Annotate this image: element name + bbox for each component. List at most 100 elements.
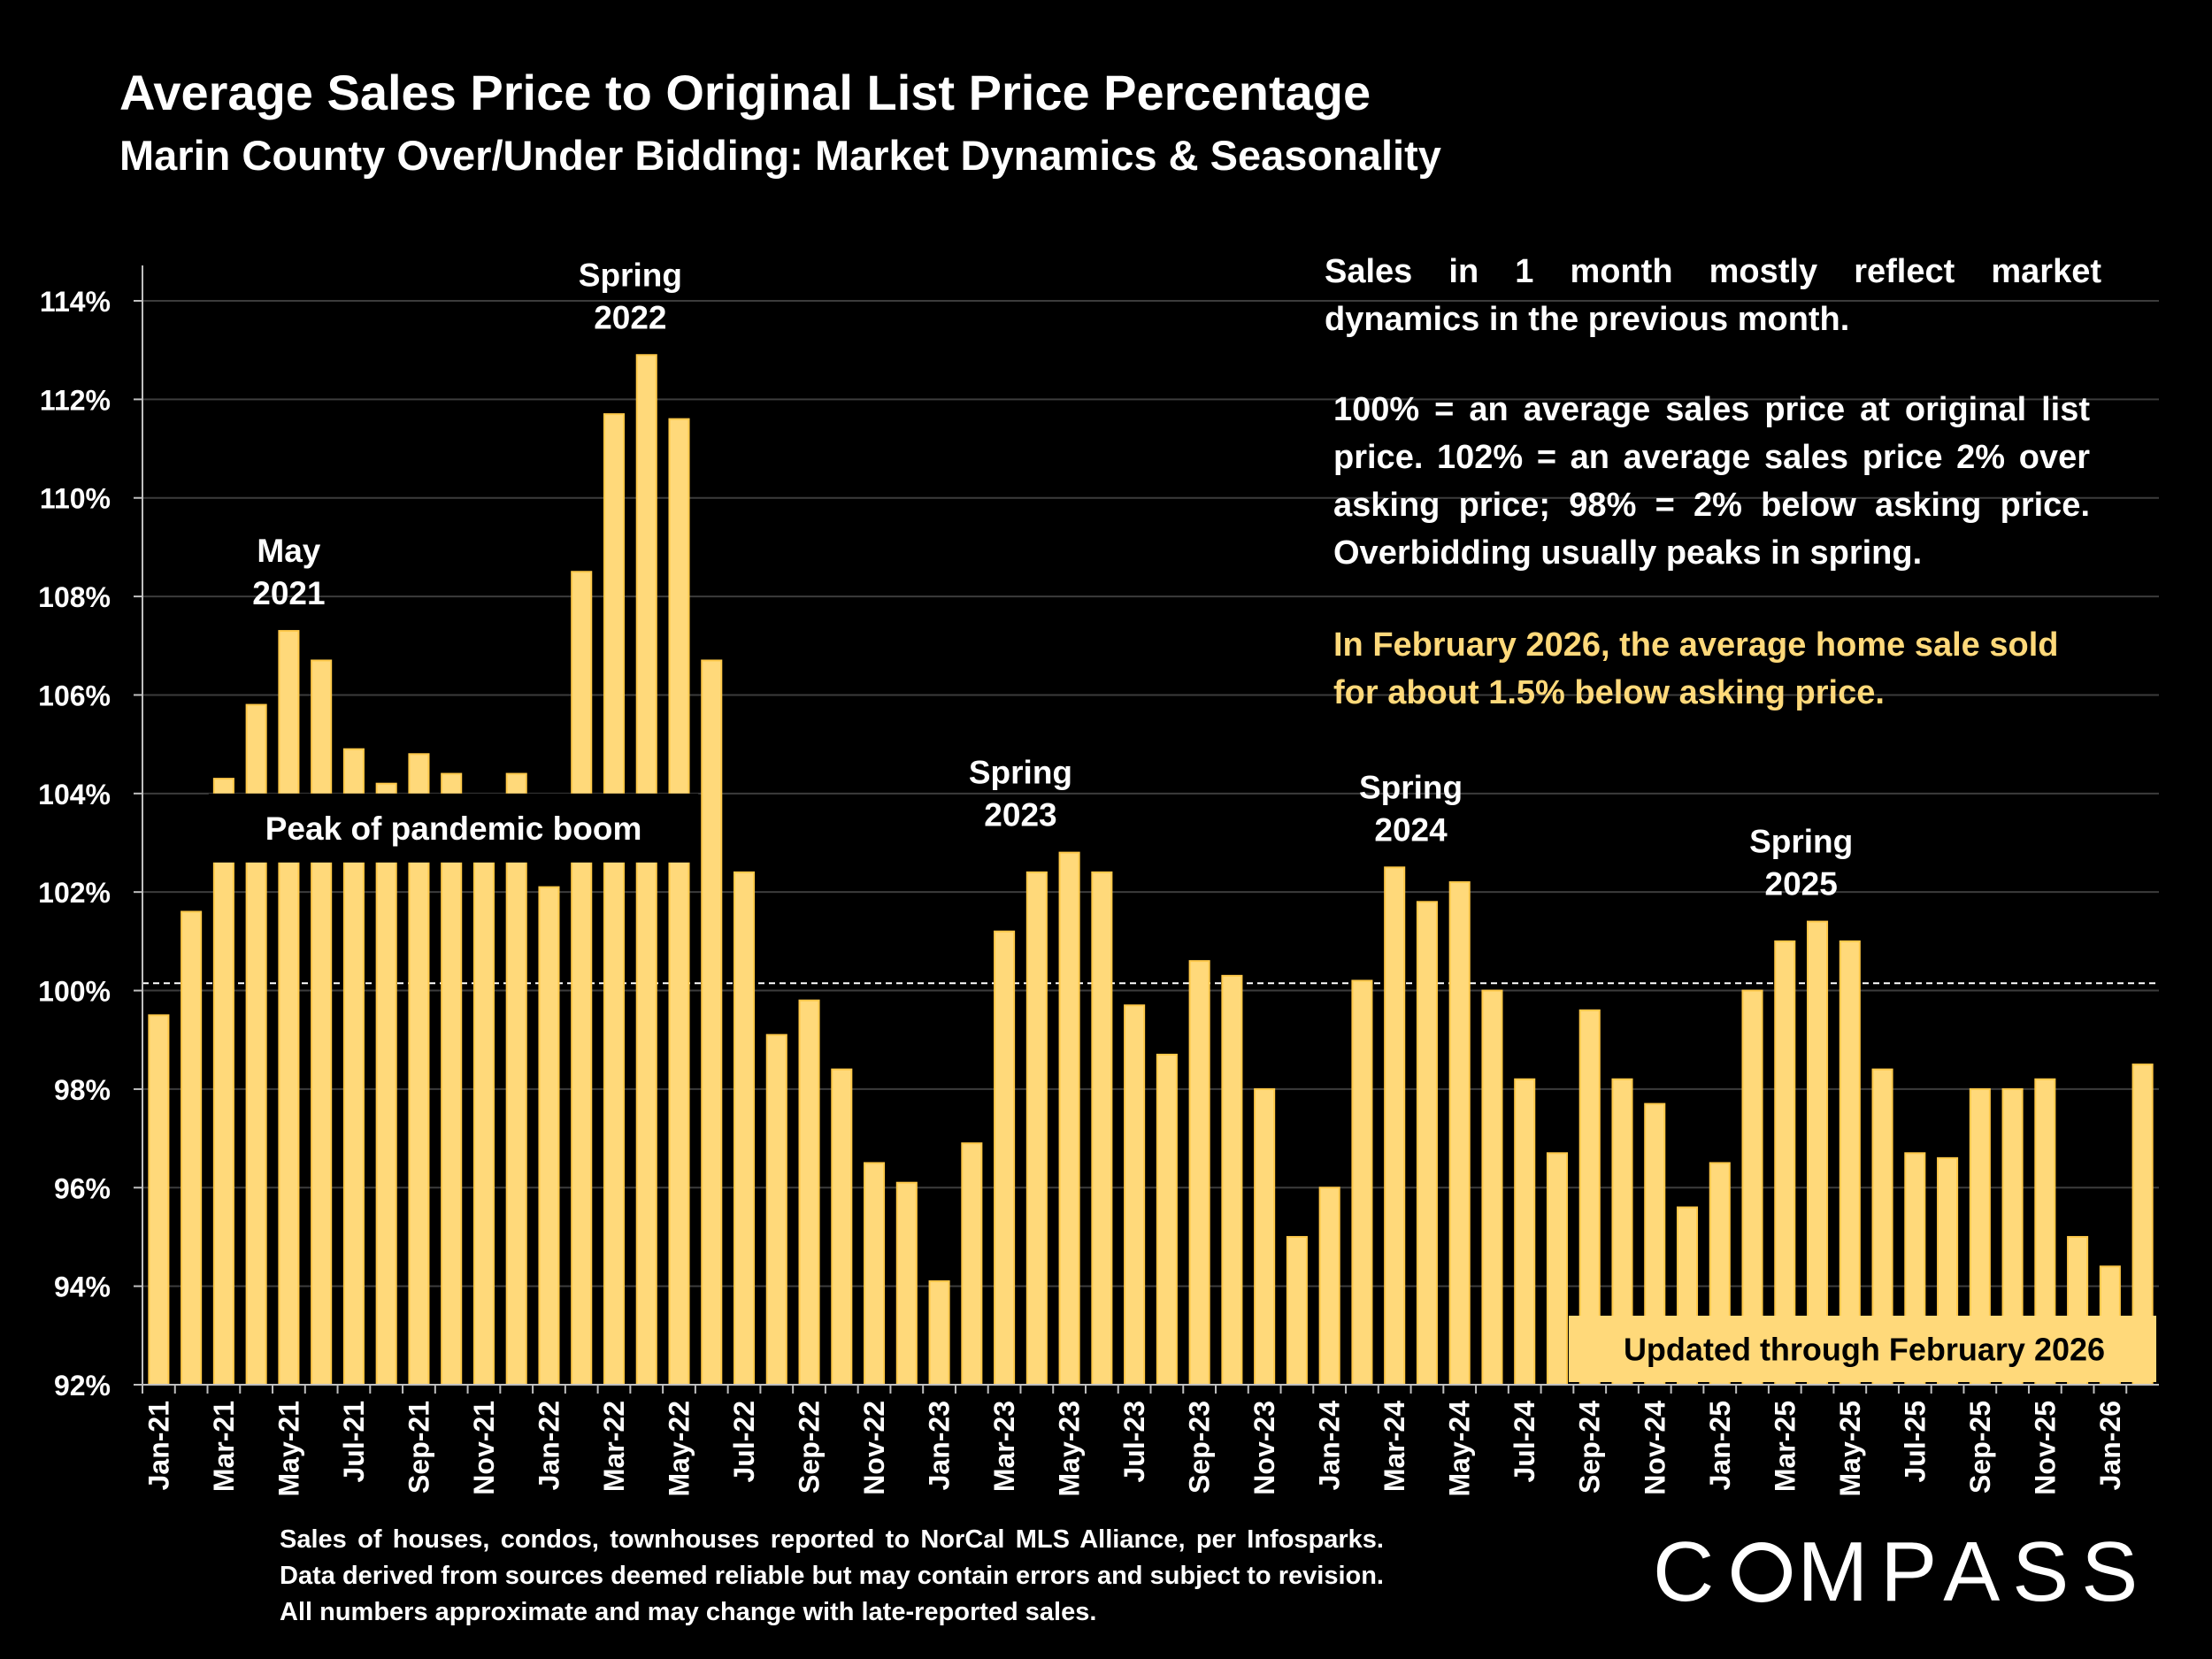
x-tick-label: Jan-22 [533, 1401, 565, 1490]
y-tick-label: 92% [54, 1370, 111, 1402]
x-tick-label: Nov-23 [1248, 1401, 1280, 1495]
y-tick-label: 94% [54, 1271, 111, 1303]
bar [1416, 901, 1438, 1386]
y-tick-label: 100% [38, 976, 111, 1008]
bar [1091, 871, 1113, 1386]
bar [1384, 866, 1406, 1386]
updated-label-box [1569, 1316, 2156, 1382]
annotation-line-1: Spring [1359, 769, 1463, 805]
bar [375, 782, 397, 1386]
bar [538, 886, 560, 1386]
x-tick-label: Jan-24 [1314, 1401, 1346, 1491]
x-tick-label: May-25 [1834, 1401, 1866, 1497]
bar [668, 418, 690, 1386]
bar [278, 630, 300, 1386]
y-tick-label: 96% [54, 1172, 111, 1204]
x-tick-label: Jan-21 [142, 1401, 174, 1490]
bar [1807, 920, 1829, 1386]
bar [441, 772, 463, 1386]
bar [472, 856, 495, 1386]
bar [1221, 974, 1243, 1386]
bar [798, 999, 820, 1386]
x-tick-label: Jul-25 [1899, 1401, 1931, 1482]
bar [603, 413, 626, 1386]
x-tick-label: May-23 [1054, 1401, 1086, 1497]
y-tick-label: 98% [54, 1074, 111, 1106]
bar [1351, 979, 1373, 1386]
x-tick-label: Jul-21 [338, 1401, 370, 1482]
bars [148, 354, 2154, 1386]
peak-annotation: Spring 2022 [579, 257, 682, 335]
x-tick-label: May-22 [664, 1401, 695, 1497]
y-tick-label: 106% [38, 680, 111, 711]
logo-text-end: MPASS [1797, 1525, 2151, 1619]
note-definition: 100% = an average sales price at origina… [1333, 391, 2090, 572]
compass-logo: C MPASS [1653, 1524, 2150, 1621]
annotation-line-1: Spring [579, 257, 682, 293]
bar [1124, 1004, 1146, 1386]
y-tick-label: 114% [40, 286, 111, 318]
peak-annotation: Spring 2025 [1749, 824, 1853, 902]
axes [134, 265, 2159, 1394]
x-tick-label: Nov-21 [468, 1401, 500, 1495]
bar [1546, 1152, 1569, 1386]
x-tick-label: Sep-21 [403, 1401, 434, 1494]
bar [994, 930, 1016, 1386]
x-tick-label: Mar-22 [598, 1401, 630, 1492]
bar [311, 659, 333, 1386]
annotation-line-2: 2024 [1374, 811, 1448, 848]
logo-text-start: C [1653, 1525, 1727, 1619]
x-tick-label: Nov-24 [1639, 1401, 1671, 1495]
logo-o-circle [1732, 1542, 1793, 1602]
bar [1514, 1078, 1536, 1386]
x-tick-label: Mar-23 [988, 1401, 1020, 1492]
y-tick-label: 112% [40, 384, 111, 416]
annotation-line-1: Spring [1749, 824, 1853, 860]
bar [1025, 871, 1048, 1386]
peak-annotation: Spring 2024 [1359, 769, 1463, 848]
x-tick-label: May-21 [273, 1401, 304, 1497]
bar [635, 354, 657, 1386]
x-tick-label: Sep-22 [794, 1401, 826, 1494]
chart-subtitle: Marin County Over/Under Bidding: Market … [119, 132, 1441, 179]
x-tick-label: Mar-21 [208, 1401, 240, 1492]
x-tick-label: Nov-25 [2029, 1401, 2061, 1495]
x-tick-label: Jul-22 [728, 1401, 760, 1482]
peak-label-box [208, 793, 699, 863]
y-tick-labels: 92% 94% 96% 98% 100% 102% 104% 106% 108% 110% 112%… [38, 286, 111, 1402]
y-tick-label: 102% [38, 877, 111, 909]
annotation-line-1: Spring [969, 755, 1072, 791]
bar [1318, 1187, 1340, 1386]
peak-label: Peak of pandemic boom [265, 810, 642, 847]
annotation-line-2: 2025 [1765, 866, 1838, 902]
annotation-line-1: May [257, 533, 320, 569]
bar [1156, 1053, 1178, 1386]
bar [1188, 960, 1210, 1386]
y-tick-label: 104% [38, 779, 111, 810]
source-footnote: Sales of houses, condos, townhouses repo… [280, 1525, 1384, 1626]
y-tick-label: 110% [40, 483, 111, 515]
chart-title: Average Sales Price to Original List Pri… [119, 65, 1371, 120]
x-tick-label: Sep-23 [1184, 1401, 1216, 1494]
peak-annotation: May 2021 [252, 533, 325, 611]
x-tick-label: Mar-25 [1769, 1401, 1801, 1492]
bar [571, 571, 593, 1386]
x-tick-label: Sep-24 [1574, 1401, 1606, 1494]
annotation-line-2: 2023 [984, 797, 1056, 833]
x-tick-labels: Jan-21 Mar-21 May-21 Jul-21 Sep-21 Nov-21 Jan-… [142, 1401, 2125, 1497]
x-tick-label: Jan-26 [2094, 1401, 2126, 1490]
bar [1448, 881, 1471, 1386]
x-tick-label: Mar-24 [1379, 1401, 1410, 1492]
bar [1481, 989, 1503, 1386]
callouts: Peak of pandemic boom Updated through Feb… [208, 793, 2156, 1382]
bar [1058, 851, 1080, 1386]
updated-label: Updated through February 2026 [1624, 1332, 2105, 1368]
y-tick-label: 108% [38, 581, 111, 613]
annotation-line-2: 2022 [594, 299, 666, 335]
x-tick-label: Nov-22 [858, 1401, 890, 1495]
bar [895, 1181, 918, 1386]
bar [701, 659, 723, 1386]
bar [864, 1162, 886, 1386]
